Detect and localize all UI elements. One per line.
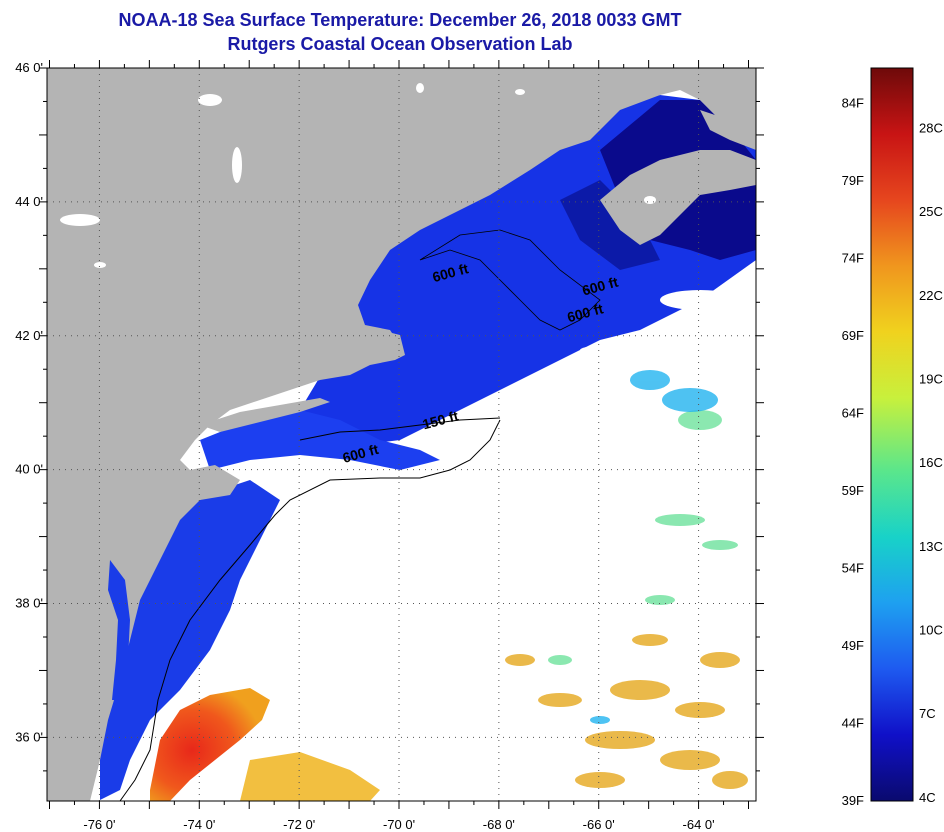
colorbar-c-label: 16C [919, 455, 943, 470]
colorbar-c-label: 13C [919, 539, 943, 554]
lat-label: 38 0' [15, 596, 43, 611]
lat-label: 46 0' [15, 60, 43, 75]
land-cape-cod [380, 330, 405, 360]
land-nova-scotia [600, 150, 756, 245]
colorbar-c-label: 7C [919, 706, 936, 721]
shelf-water-north [200, 410, 440, 470]
warm-patch-south [240, 752, 380, 801]
colorbar-f-label: 74F [842, 251, 864, 266]
colorbar-f-label: 59F [842, 483, 864, 498]
lat-label: 42 0' [15, 328, 43, 343]
gulf-stream-warm [150, 688, 270, 801]
land-mainland [47, 68, 756, 801]
lat-label: 40 0' [15, 462, 43, 477]
colorbar-f-label: 54F [842, 561, 864, 576]
offshore-cyan-patches [590, 370, 718, 724]
lon-label: -74 0' [183, 817, 215, 832]
offshore-warm-patches [505, 634, 748, 789]
axis-ticks [39, 60, 764, 809]
contour-gulf-maine [419, 229, 601, 331]
colorbar [870, 67, 914, 802]
colorbar-f-label: 49F [842, 638, 864, 653]
land-long-island [200, 398, 330, 432]
offshore-cool-patches [548, 410, 738, 665]
lat-label: 36 0' [15, 729, 43, 744]
lat-label: 44 0' [15, 194, 43, 209]
lon-label: -68 0' [483, 817, 515, 832]
colorbar-c-label: 10C [919, 623, 943, 638]
colorbar-c-label: 19C [919, 371, 943, 386]
colorbar-f-label: 64F [842, 406, 864, 421]
colorbar-f-label: 69F [842, 328, 864, 343]
map-frame [46, 67, 757, 802]
colorbar-labels: 84F 79F 74F 69F 64F 59F 54F 49F 44F 39F 28C 25C 22C 1… [842, 96, 943, 808]
lon-label: -76 0' [83, 817, 115, 832]
colorbar-c-label: 22C [919, 288, 943, 303]
contour-600ft-south [119, 419, 501, 801]
graticule [47, 68, 756, 801]
colorbar-f-label: 84F [842, 96, 864, 111]
lon-label: -64 0' [683, 817, 715, 832]
land-cape-breton [700, 110, 756, 150]
colorbar-f-label: 44F [842, 716, 864, 731]
colorbar-f-label: 79F [842, 173, 864, 188]
chesapeake-bay [108, 560, 130, 700]
map-title: NOAA-18 Sea Surface Temperature: Decembe… [118, 10, 682, 30]
contour-150ft [299, 417, 501, 441]
colorbar-c-label: 4C [919, 790, 936, 805]
navy-bay-of-fundy [560, 180, 660, 270]
colorbar-c-label: 25C [919, 204, 943, 219]
map-subtitle: Rutgers Coastal Ocean Observation Lab [227, 34, 573, 54]
colorbar-f-label: 39F [842, 793, 864, 808]
axis-labels: 46 0' 44 0' 42 0' 40 0' 38 0' 36 0' -76 0' -74 … [15, 60, 714, 832]
lon-label: -70 0' [383, 817, 415, 832]
lon-label: -72 0' [283, 817, 315, 832]
lon-label: -66 0' [583, 817, 615, 832]
cloud-streaks [440, 290, 756, 456]
colorbar-c-label: 28C [919, 120, 943, 135]
